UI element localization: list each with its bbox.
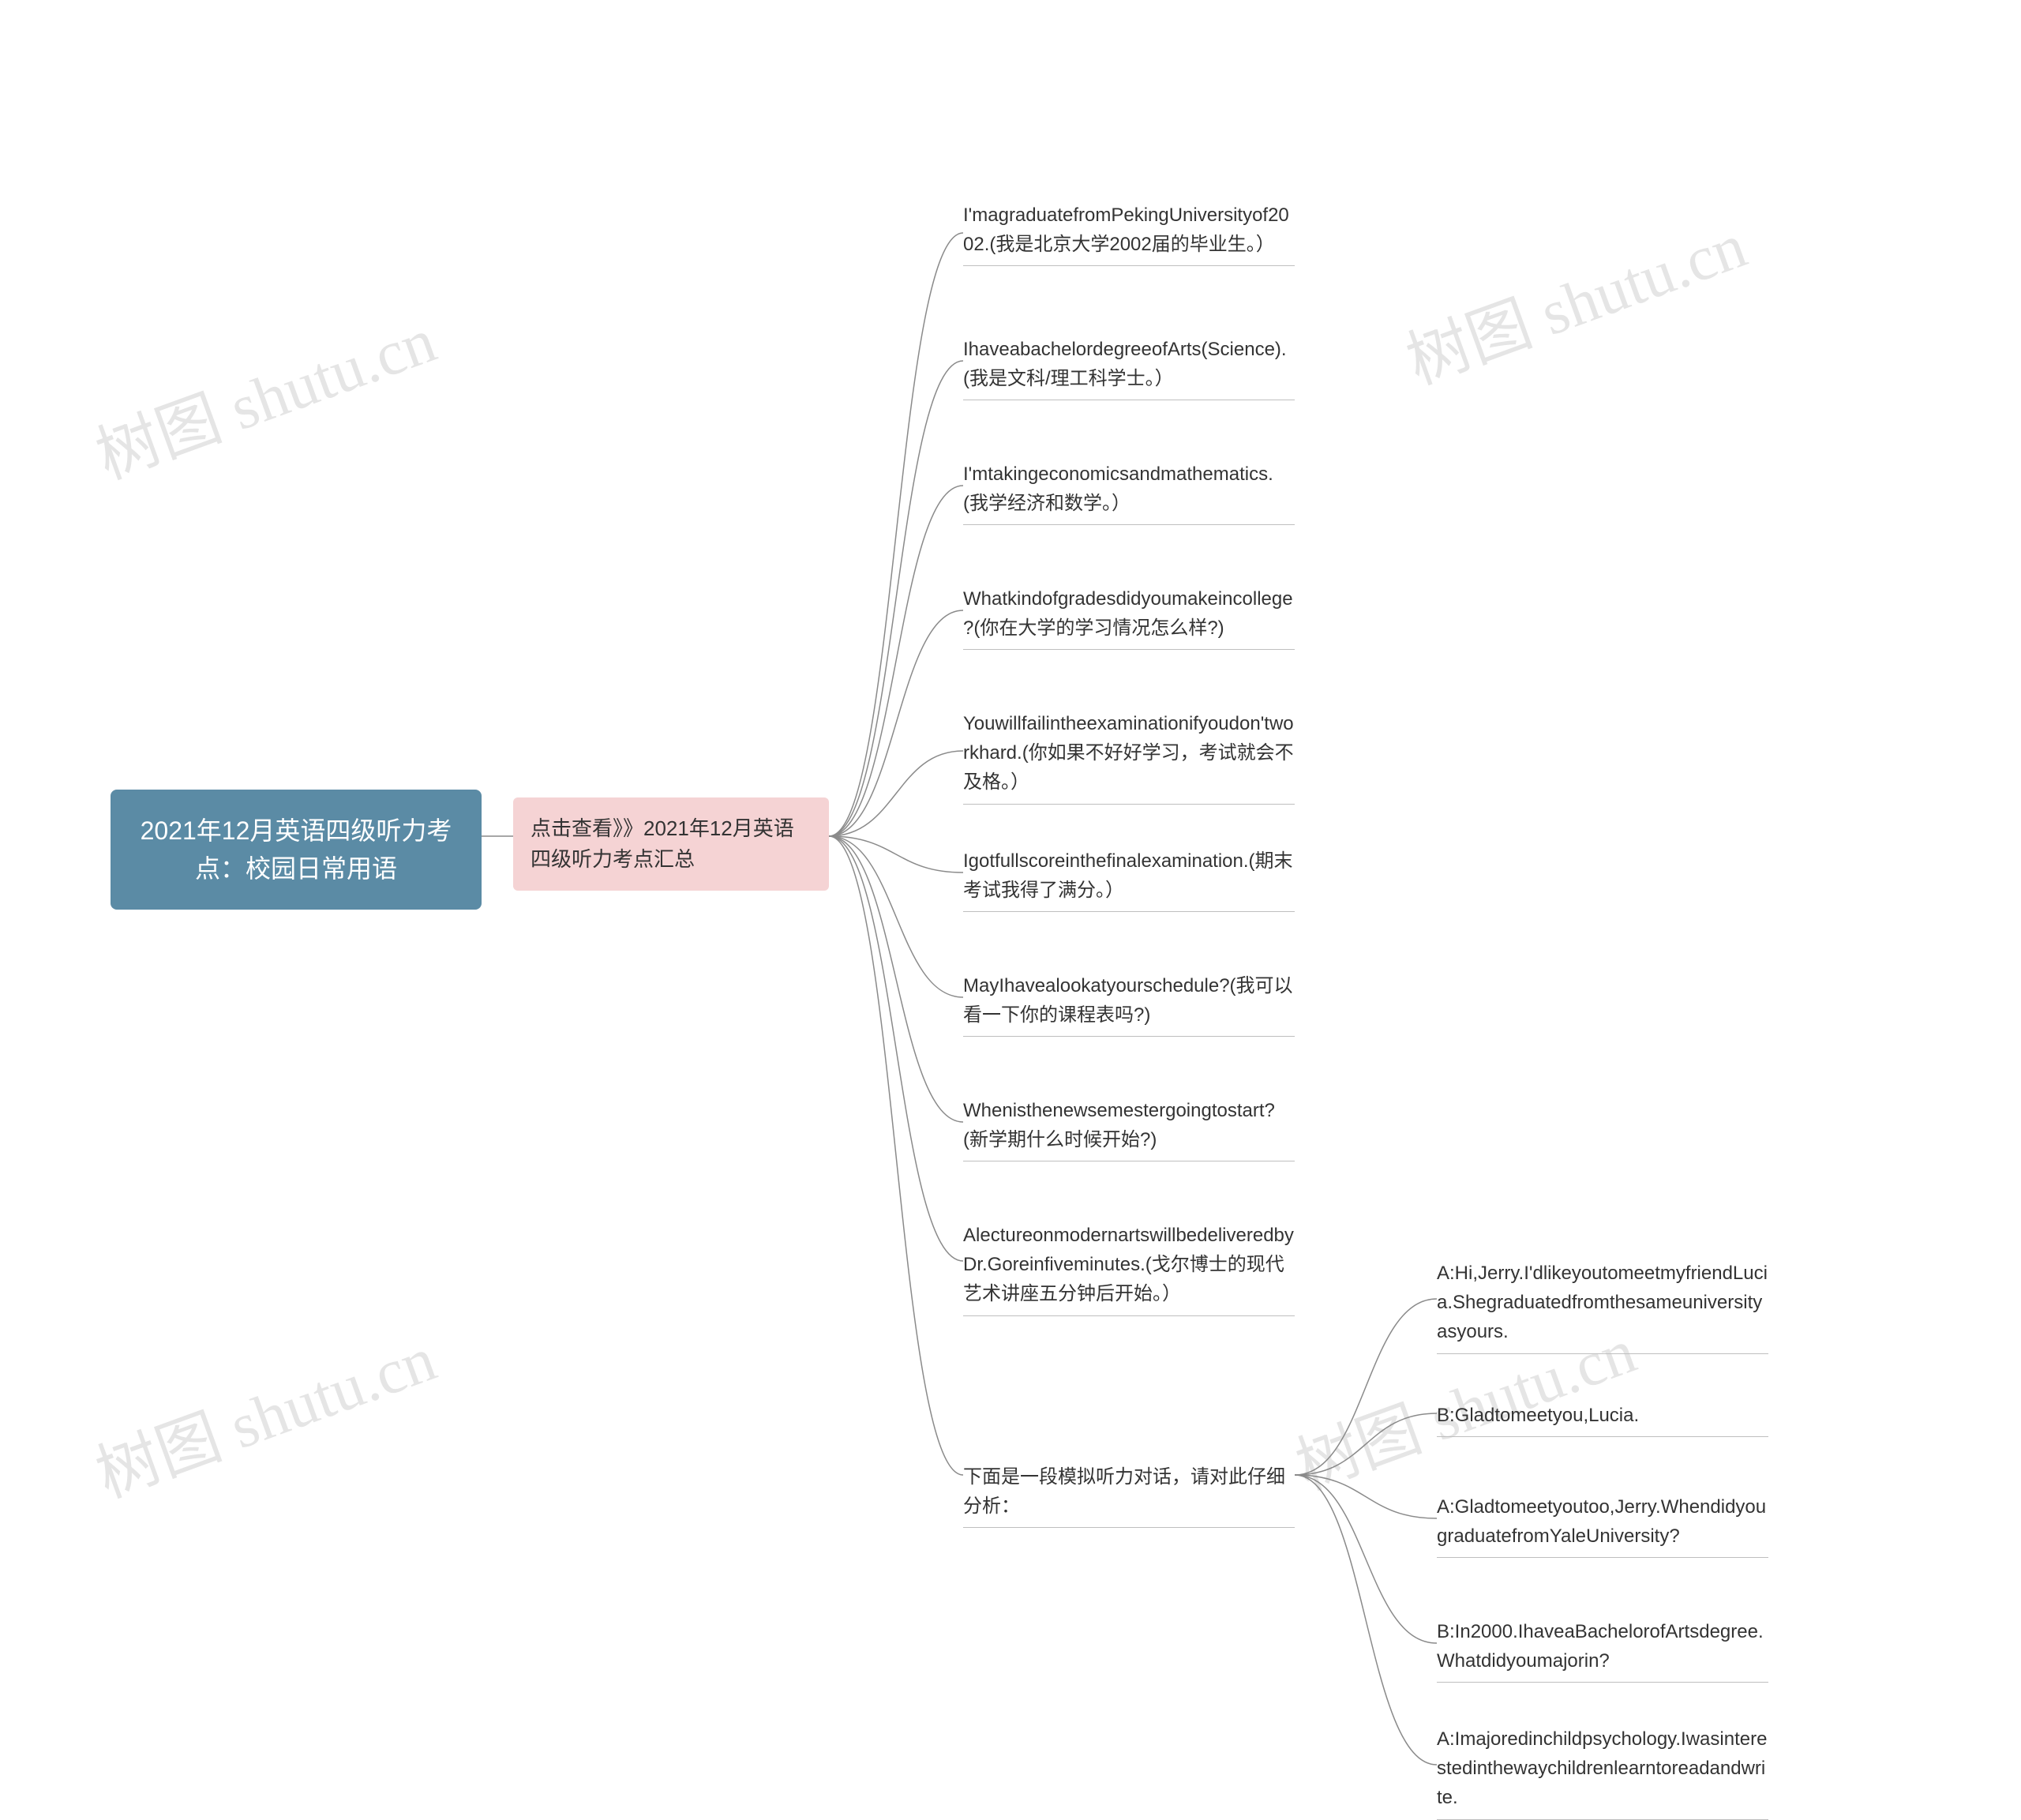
leaf-node: MayIhavealookatyourschedule?(我可以看一下你的课程表… — [963, 968, 1295, 1037]
dialogue-text: A:Imajoredinchildpsychology.Iwasinterest… — [1437, 1724, 1768, 1813]
root-label: 2021年12月英语四级听力考点：校园日常用语 — [136, 812, 456, 887]
leaf-label: IhaveabachelordegreeofArts(Science).(我是文… — [963, 335, 1295, 393]
leaf-node: IhaveabachelordegreeofArts(Science).(我是文… — [963, 332, 1295, 400]
watermark: 树图 shutu.cn — [1393, 195, 1757, 403]
leaf-node: Igotfullscoreinthefinalexamination.(期末考试… — [963, 843, 1295, 912]
diagram-stage: 树图 shutu.cn 树图 shutu.cn 树图 shutu.cn 树图 s… — [0, 0, 2021, 1814]
leaf-label: Youwillfailintheexaminationifyoudon'twor… — [963, 709, 1295, 797]
leaf-label: I'magraduatefromPekingUniversityof2002.(… — [963, 201, 1295, 259]
leaf-label: MayIhavealookatyourschedule?(我可以看一下你的课程表… — [963, 971, 1295, 1030]
leaf-node: I'mtakingeconomicsandmathematics.(我学经济和数… — [963, 456, 1295, 525]
level1-label: 点击查看》》2021年12月英语四级听力考点汇总 — [531, 813, 812, 875]
leaf-node: Whenisthenewsemestergoingtostart?(新学期什么时… — [963, 1093, 1295, 1161]
leaf-label: Igotfullscoreinthefinalexamination.(期末考试… — [963, 846, 1295, 905]
leaf-label: I'mtakingeconomicsandmathematics.(我学经济和数… — [963, 460, 1295, 518]
dialogue-text: B:In2000.IhaveaBachelorofArtsdegree.What… — [1437, 1617, 1768, 1676]
level1-node: 点击查看》》2021年12月英语四级听力考点汇总 — [513, 797, 829, 891]
dialogue-line: A:Imajoredinchildpsychology.Iwasinterest… — [1437, 1721, 1768, 1820]
dialogue-line: A:Gladtomeetyoutoo,Jerry.Whendidyougradu… — [1437, 1489, 1768, 1558]
leaf-node: Youwillfailintheexaminationifyoudon'twor… — [963, 706, 1295, 805]
dialogue-text: B:Gladtomeetyou,Lucia. — [1437, 1401, 1639, 1430]
leaf-node-dialogue: 下面是一段模拟听力对话，请对此仔细分析： — [963, 1459, 1295, 1528]
leaf-label: AlectureonmodernartswillbedeliveredbyDr.… — [963, 1221, 1295, 1309]
leaf-label: Whatkindofgradesdidyoumakeincollege?(你在大… — [963, 584, 1295, 643]
dialogue-text: A:Gladtomeetyoutoo,Jerry.Whendidyougradu… — [1437, 1492, 1768, 1551]
watermark: 树图 shutu.cn — [82, 290, 446, 497]
dialogue-text: A:Hi,Jerry.I'dlikeyoutomeetmyfriendLucia… — [1437, 1259, 1768, 1347]
dialogue-line: A:Hi,Jerry.I'dlikeyoutomeetmyfriendLucia… — [1437, 1255, 1768, 1354]
dialogue-line: B:Gladtomeetyou,Lucia. — [1437, 1398, 1768, 1437]
leaf-node: AlectureonmodernartswillbedeliveredbyDr.… — [963, 1218, 1295, 1316]
leaf-label: Whenisthenewsemestergoingtostart?(新学期什么时… — [963, 1096, 1295, 1154]
watermark: 树图 shutu.cn — [82, 1308, 446, 1516]
leaf-node: Whatkindofgradesdidyoumakeincollege?(你在大… — [963, 581, 1295, 650]
leaf-node: I'magraduatefromPekingUniversityof2002.(… — [963, 197, 1295, 266]
root-node: 2021年12月英语四级听力考点：校园日常用语 — [111, 790, 482, 910]
dialogue-line: B:In2000.IhaveaBachelorofArtsdegree.What… — [1437, 1614, 1768, 1683]
leaf-label: 下面是一段模拟听力对话，请对此仔细分析： — [963, 1462, 1295, 1521]
